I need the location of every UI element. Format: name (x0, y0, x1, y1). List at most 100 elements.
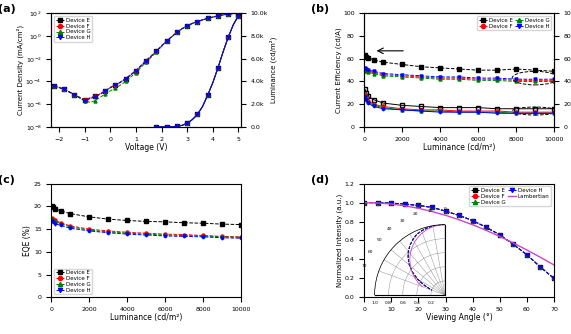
Device H (199, 18, 206, 22)
Device F (456, 213, 463, 217)
Y-axis label: EQE (%): EQE (%) (23, 225, 33, 256)
Device G (148, 55, 155, 59)
Device F (442, 209, 449, 213)
Device F (122, 76, 129, 80)
Device H (86, 97, 93, 101)
Line: Device F: Device F (53, 12, 240, 101)
Text: (a): (a) (0, 4, 16, 14)
Device E (50, 205, 57, 209)
Device H (50, 220, 57, 224)
Device E (105, 217, 112, 221)
Device F (86, 227, 93, 231)
Device F (537, 265, 544, 269)
Device E (401, 202, 408, 206)
Device G (415, 203, 422, 207)
Line: Device E: Device E (53, 12, 240, 101)
Device F (210, 15, 216, 19)
Device H (238, 236, 244, 240)
Device G (153, 50, 160, 54)
Lambertian (415, 206, 422, 210)
Device F (58, 221, 65, 225)
Lambertian (537, 255, 544, 259)
Device G (215, 14, 222, 18)
Device F (361, 201, 368, 205)
Legend: Device E, Device F, Device G, Device H: Device E, Device F, Device G, Device H (54, 269, 93, 295)
Device F (388, 201, 395, 205)
Device F (67, 224, 74, 228)
Device G (189, 21, 196, 25)
Device E (219, 222, 226, 226)
Device F (105, 229, 112, 233)
Device F (143, 58, 150, 62)
Device F (230, 11, 237, 15)
Device E (210, 15, 216, 19)
Device G (50, 218, 57, 222)
Device H (96, 92, 103, 96)
Device F (482, 225, 489, 229)
Lambertian (375, 201, 381, 205)
Device H (55, 86, 62, 90)
Device G (117, 83, 124, 87)
Device H (158, 44, 165, 48)
Device G (219, 235, 226, 239)
Y-axis label: Current Efficiency (cd/A): Current Efficiency (cd/A) (335, 27, 341, 113)
Line: Device G: Device G (53, 12, 240, 104)
Device G (143, 232, 150, 236)
Device H (66, 90, 73, 94)
Device F (55, 86, 62, 90)
Device G (107, 89, 114, 93)
Device G (469, 218, 476, 222)
Device E (148, 54, 155, 58)
Device F (184, 24, 191, 28)
Device G (442, 209, 449, 213)
Device G (162, 233, 168, 237)
Device H (122, 77, 129, 81)
Device E (456, 213, 463, 217)
Device H (496, 233, 503, 237)
Device G (163, 39, 170, 43)
Device E (174, 30, 180, 34)
Device H (124, 232, 131, 236)
Device E (225, 12, 232, 16)
Line: Device G: Device G (51, 218, 243, 239)
Device F (112, 83, 119, 87)
Device E (230, 11, 237, 15)
Line: Lambertian: Lambertian (364, 203, 554, 265)
Device H (215, 14, 222, 18)
Text: (b): (b) (311, 4, 329, 14)
Device H (174, 30, 180, 34)
Device E (180, 221, 187, 225)
Device E (102, 89, 108, 93)
Device E (442, 209, 449, 213)
X-axis label: Viewing Angle (°): Viewing Angle (°) (426, 313, 492, 322)
Device G (524, 253, 530, 257)
Device F (174, 30, 180, 34)
Device H (189, 21, 196, 25)
Device G (66, 90, 73, 94)
Device H (168, 35, 175, 39)
Device G (81, 99, 88, 103)
Device E (238, 222, 244, 226)
Device F (225, 12, 232, 16)
X-axis label: Voltage (V): Voltage (V) (125, 143, 167, 152)
Device H (49, 219, 56, 223)
Lambertian (496, 234, 503, 238)
Device H (442, 209, 449, 213)
Device G (179, 27, 186, 31)
Legend: Device E, Device F, Device G, Device H: Device E, Device F, Device G, Device H (477, 16, 551, 30)
Device G (96, 96, 103, 100)
Device E (158, 44, 165, 48)
Device F (132, 69, 139, 73)
Device E (91, 94, 98, 98)
X-axis label: Luminance (cd/m²): Luminance (cd/m²) (110, 313, 182, 322)
Y-axis label: Current Density (mA/cm²): Current Density (mA/cm²) (17, 25, 24, 115)
Device F (148, 54, 155, 58)
Device F (61, 88, 67, 92)
Y-axis label: Luminance (cd/m²): Luminance (cd/m²) (270, 37, 277, 103)
Device F (107, 86, 114, 90)
Device H (117, 80, 124, 84)
Device H (510, 242, 517, 246)
Device F (91, 94, 98, 98)
Device G (482, 225, 489, 229)
Device G (124, 231, 131, 235)
